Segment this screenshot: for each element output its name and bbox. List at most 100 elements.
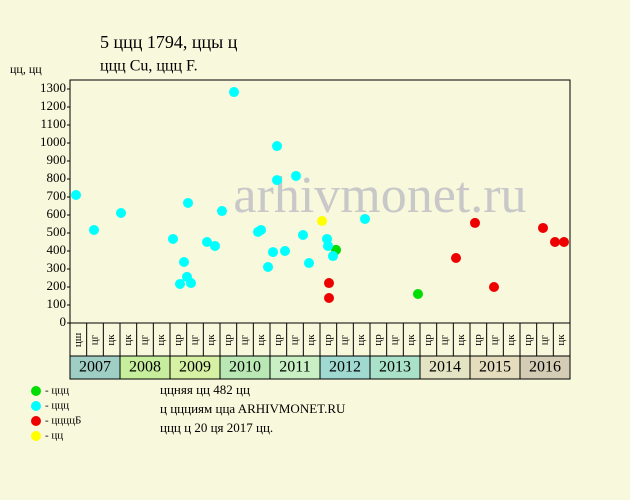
y-tick-label: 300 (47, 260, 67, 275)
period-label: цк (305, 334, 317, 346)
y-tick-label: 0 (60, 314, 67, 329)
period-label: цр (372, 334, 384, 346)
year-label: 2008 (129, 359, 161, 376)
data-point (210, 240, 220, 251)
data-point (291, 170, 301, 181)
year-label: 2016 (529, 359, 561, 376)
data-point (550, 237, 560, 247)
y-tick-label: 400 (47, 242, 67, 257)
period-label: цр (272, 334, 284, 346)
legend-label: - ццццБ (45, 415, 81, 427)
legend-label: - цц (45, 430, 63, 442)
period-label: цг (289, 334, 301, 345)
period-label: цк (455, 334, 467, 346)
data-point (202, 237, 212, 247)
period-label: цг (239, 334, 251, 345)
data-point (89, 224, 99, 235)
period-label: цр (172, 334, 184, 346)
period-label: цр (322, 334, 334, 346)
data-point (324, 292, 334, 303)
y-tick-label: 800 (47, 170, 67, 185)
data-point (559, 237, 569, 247)
data-point (272, 141, 282, 152)
note: ццняя цц 482 цц (160, 382, 250, 397)
period-label: цк (505, 334, 517, 346)
period-label: цк (255, 334, 267, 346)
data-point (304, 258, 314, 269)
period-label: цк (205, 334, 217, 346)
year-label: 2012 (329, 359, 361, 376)
data-point (317, 215, 327, 226)
legend-label: - ццц (45, 385, 69, 397)
y-tick-label: 1100 (40, 116, 66, 131)
data-point (175, 278, 185, 289)
note: ццц ц 20 ця 2017 цц. (160, 420, 273, 435)
data-point (328, 251, 338, 262)
data-point (489, 282, 499, 292)
data-point (298, 229, 308, 240)
period-label: цр (522, 334, 534, 346)
year-label: 2013 (379, 359, 411, 376)
period-label: цг (89, 334, 101, 345)
y-tick-label: 600 (47, 206, 67, 221)
data-point (451, 253, 461, 264)
y-tick-label: 1000 (40, 134, 66, 149)
data-point (179, 256, 189, 267)
legend-swatch (31, 416, 41, 426)
year-label: 2015 (479, 359, 511, 376)
data-point (268, 247, 278, 258)
y-axis-label: цц, цц (10, 62, 42, 76)
data-point (186, 278, 196, 289)
period-label: цк (555, 334, 567, 346)
data-point (470, 217, 480, 228)
data-point (360, 213, 370, 224)
year-label: 2007 (79, 359, 111, 376)
period-label: цк (155, 334, 167, 346)
period-label: цг (139, 334, 151, 345)
period-label: цр (422, 334, 434, 346)
watermark: arhivmonet.ru (233, 167, 526, 224)
period-label: цг (489, 334, 501, 345)
year-label: 2014 (429, 359, 461, 376)
period-label: цр (222, 334, 234, 346)
y-tick-label: 1200 (40, 98, 66, 113)
data-point (71, 190, 81, 201)
note: ц ццциям ццa ARHIVMONET.RU (160, 401, 346, 416)
data-point (183, 197, 193, 208)
y-tick-label: 100 (47, 296, 67, 311)
data-point (168, 233, 178, 244)
data-point (272, 175, 282, 186)
data-point (323, 240, 333, 251)
legend-swatch (31, 431, 41, 441)
data-point (538, 222, 548, 233)
period-label: цг (339, 334, 351, 345)
chart-subtitle: ццц Cu, ццц F. (100, 58, 198, 75)
period-label: цк (122, 334, 134, 346)
period-label: цг (389, 334, 401, 345)
data-point (324, 278, 334, 289)
legend-swatch (31, 386, 41, 396)
data-point (229, 87, 239, 98)
data-point (263, 262, 273, 273)
y-tick-label: 700 (47, 188, 67, 203)
legend-label: - ццц (45, 400, 69, 412)
legend-swatch (31, 401, 41, 411)
year-label: 2011 (279, 359, 310, 376)
data-point (116, 208, 126, 219)
period-label: цк (405, 334, 417, 346)
period-label: цк (105, 334, 117, 346)
period-label: цш (72, 332, 84, 347)
y-tick-label: 1300 (40, 80, 66, 95)
period-label: цг (439, 334, 451, 345)
year-band (519, 355, 571, 380)
chart-title: 5 ццц 1794, ццы ц (100, 32, 238, 52)
data-point (256, 224, 266, 235)
data-point (217, 206, 227, 217)
data-point (413, 289, 423, 300)
y-tick-label: 200 (47, 278, 67, 293)
period-label: цр (472, 334, 484, 346)
period-label: цк (355, 334, 367, 346)
y-tick-label: 900 (47, 152, 67, 167)
